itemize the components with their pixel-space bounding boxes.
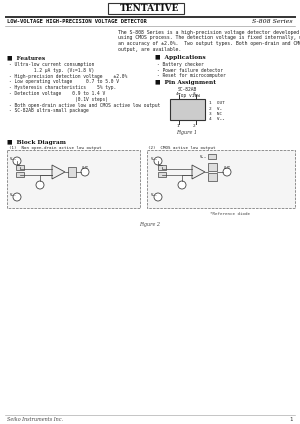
- Text: 4: 4: [176, 92, 178, 96]
- Text: 3: 3: [193, 92, 196, 96]
- Text: V₂₃: V₂₃: [200, 155, 207, 159]
- Text: 2  V₂: 2 V₂: [209, 106, 222, 111]
- Text: - Hysteresis characteristics    5% typ.: - Hysteresis characteristics 5% typ.: [9, 85, 116, 90]
- Text: 4  V₂₃: 4 V₂₃: [209, 117, 225, 122]
- Polygon shape: [52, 165, 65, 179]
- Text: V₂ₛ: V₂ₛ: [151, 193, 158, 197]
- Text: - SC-82AB ultra-small package: - SC-82AB ultra-small package: [9, 109, 89, 113]
- Text: - Reset for microcomputer: - Reset for microcomputer: [157, 73, 226, 78]
- Text: S-808 Series: S-808 Series: [252, 19, 293, 24]
- Text: Figure 1: Figure 1: [176, 130, 197, 135]
- Text: ■  Applications: ■ Applications: [155, 55, 206, 60]
- Bar: [16, 165, 24, 170]
- Text: (2)  CMOS active low output: (2) CMOS active low output: [148, 146, 215, 150]
- Text: 1.2 μA typ. (V₂=1.8 V): 1.2 μA typ. (V₂=1.8 V): [9, 68, 94, 73]
- Circle shape: [81, 168, 89, 176]
- Text: Seiko Instruments Inc.: Seiko Instruments Inc.: [7, 417, 63, 422]
- Text: ■  Pin Assignment: ■ Pin Assignment: [155, 80, 216, 85]
- Bar: [158, 172, 166, 177]
- Circle shape: [154, 193, 162, 201]
- Text: ■  Block Diagram: ■ Block Diagram: [7, 140, 66, 145]
- Text: V₂ₛ: V₂ₛ: [10, 193, 17, 197]
- Bar: [68, 167, 76, 177]
- Polygon shape: [192, 165, 205, 179]
- Text: - Detection voltage    0.9 to 1.4 V: - Detection voltage 0.9 to 1.4 V: [9, 91, 105, 96]
- Text: TENTATIVE: TENTATIVE: [120, 4, 180, 13]
- Text: output, are available.: output, are available.: [118, 47, 181, 51]
- Bar: [16, 172, 24, 177]
- Bar: [158, 165, 166, 170]
- Text: - High-precision detection voltage    ±2.0%: - High-precision detection voltage ±2.0%: [9, 74, 127, 78]
- Text: 3  NC: 3 NC: [209, 112, 222, 116]
- Bar: [208, 163, 217, 171]
- Text: LOW-VOLTAGE HIGH-PRECISION VOLTAGE DETECTOR: LOW-VOLTAGE HIGH-PRECISION VOLTAGE DETEC…: [7, 19, 147, 24]
- Text: (1)  Non open-drain active low output: (1) Non open-drain active low output: [9, 146, 101, 150]
- Text: ■  Features: ■ Features: [7, 55, 45, 60]
- Text: an accuracy of ±2.0%.  Two output types. Both open-drain and CMOS: an accuracy of ±2.0%. Two output types. …: [118, 41, 300, 46]
- Bar: [170, 99, 205, 120]
- Text: V₂₃: V₂₃: [151, 157, 158, 161]
- Text: Figure 2: Figure 2: [140, 222, 160, 227]
- Text: 2: 2: [193, 124, 196, 128]
- Text: 1: 1: [176, 124, 178, 128]
- Text: - Ultra-low current consumption: - Ultra-low current consumption: [9, 62, 94, 67]
- Circle shape: [36, 181, 44, 189]
- Text: 1  OUT: 1 OUT: [209, 101, 225, 105]
- Text: - Power failure detector: - Power failure detector: [157, 67, 223, 73]
- Text: - Battery checker: - Battery checker: [157, 62, 204, 67]
- Text: SC-82AB
Top view: SC-82AB Top view: [178, 87, 200, 98]
- Bar: [147, 150, 295, 208]
- Text: (0.1V steps): (0.1V steps): [9, 97, 108, 102]
- Text: - Low operating voltage     0.7 to 5.0 V: - Low operating voltage 0.7 to 5.0 V: [9, 79, 119, 84]
- Text: The S-808 Series is a high-precision voltage detector developed: The S-808 Series is a high-precision vol…: [118, 30, 299, 35]
- Circle shape: [223, 168, 231, 176]
- Circle shape: [154, 157, 162, 165]
- Text: V₂₃: V₂₃: [10, 157, 17, 161]
- Text: OUT: OUT: [224, 166, 231, 170]
- Text: 1: 1: [290, 417, 293, 422]
- Text: *Reference diode: *Reference diode: [210, 212, 250, 216]
- Bar: [108, 3, 184, 14]
- Text: OUT: OUT: [81, 166, 88, 170]
- Circle shape: [13, 193, 21, 201]
- Bar: [208, 154, 216, 159]
- Bar: [208, 173, 217, 181]
- Bar: [7, 150, 140, 208]
- Text: using CMOS process. The detection voltage is fixed internally, with: using CMOS process. The detection voltag…: [118, 36, 300, 41]
- Circle shape: [178, 181, 186, 189]
- Text: - Both open-drain active low and CMOS active low output: - Both open-drain active low and CMOS ac…: [9, 103, 160, 108]
- Circle shape: [13, 157, 21, 165]
